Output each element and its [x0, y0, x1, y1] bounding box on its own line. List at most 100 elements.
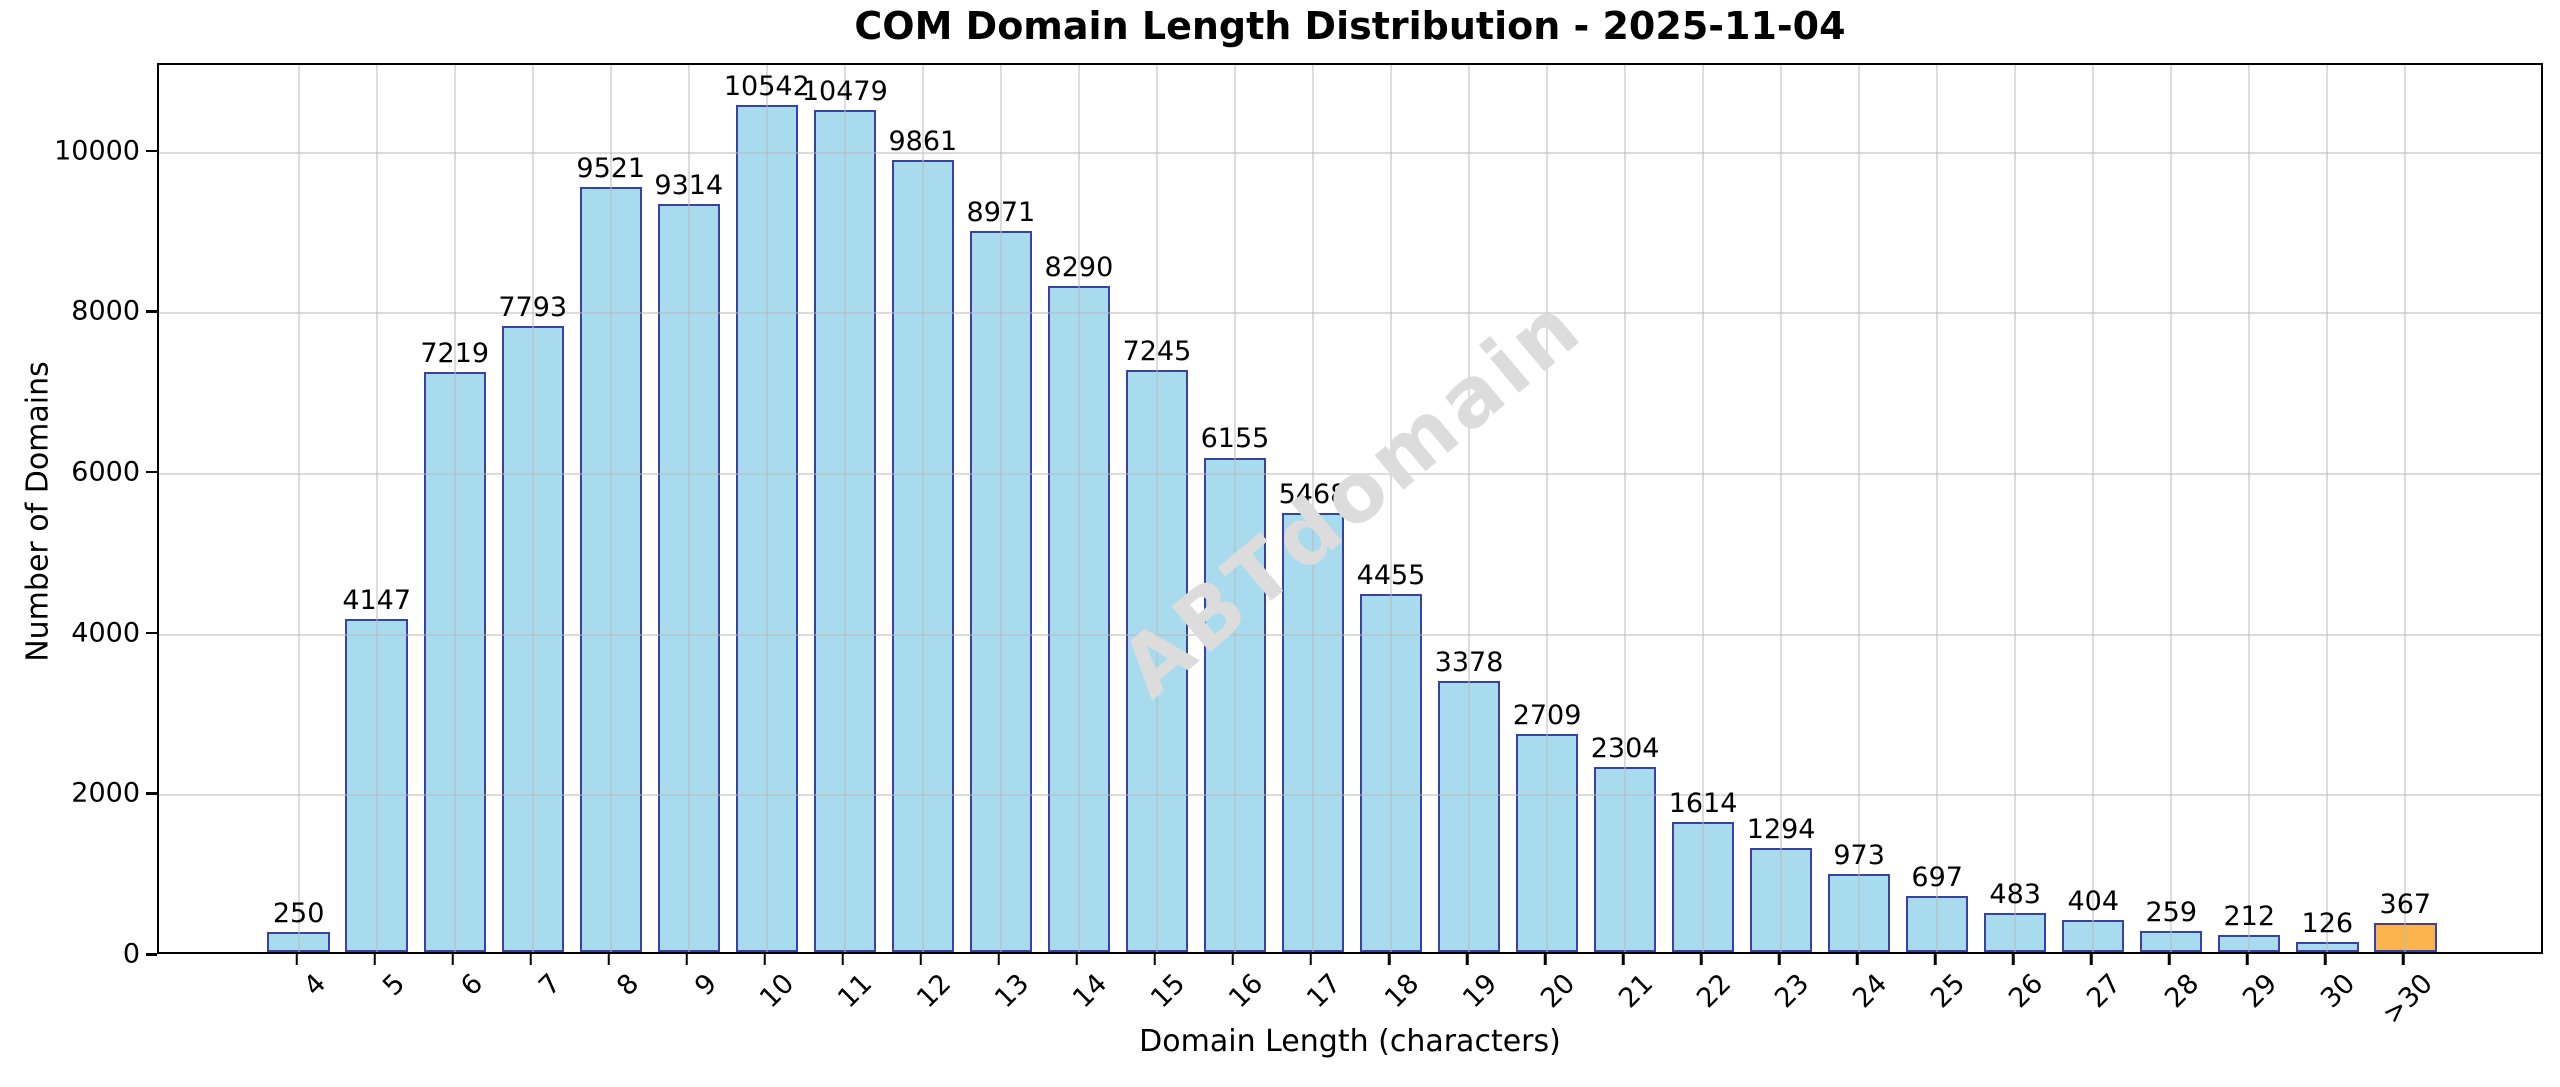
x-tick-label: 12 [910, 968, 957, 1015]
vertical-gridline [1702, 65, 1705, 952]
y-tick-mark [146, 149, 157, 153]
y-tick-mark [146, 792, 157, 795]
horizontal-gridline [159, 312, 2541, 315]
x-tick-mark [997, 954, 1001, 965]
x-tick-label: 26 [2002, 968, 2050, 1015]
bar-value-label: 3378 [1434, 646, 1504, 678]
x-tick-mark [2011, 954, 2015, 965]
x-tick-label: 27 [2080, 968, 2128, 1015]
bar-value-label: 10542 [723, 71, 810, 103]
vertical-gridline [2092, 65, 2095, 952]
bar-value-label: 2709 [1512, 700, 1582, 732]
x-tick-mark [2324, 954, 2327, 965]
x-tick-mark [1309, 954, 1313, 965]
x-tick-label: 14 [1066, 968, 1113, 1015]
vertical-gridline [2248, 65, 2251, 952]
vertical-gridline [2014, 65, 2017, 952]
x-tick-label: 23 [1768, 968, 1816, 1015]
x-tick-label: 25 [1924, 968, 1972, 1015]
bar-value-label: 9521 [576, 153, 646, 185]
x-tick-mark [763, 954, 767, 965]
bar-value-label: 7219 [420, 338, 490, 369]
x-tick-mark [2402, 954, 2405, 965]
x-tick-label: 16 [1222, 968, 1269, 1015]
y-tick-label: 0 [122, 938, 140, 970]
x-tick-mark [1543, 954, 1547, 965]
x-tick-mark [2168, 954, 2171, 965]
x-tick-mark [841, 954, 845, 965]
x-tick-mark [529, 954, 532, 965]
bar-value-label: 4455 [1356, 560, 1426, 592]
vertical-gridline [1155, 65, 1158, 952]
bar-value-label: 9314 [654, 169, 724, 201]
y-tick-mark [146, 953, 157, 956]
x-tick-label: 24 [1846, 968, 1894, 1015]
x-tick-label: 18 [1378, 968, 1425, 1015]
x-tick-label: 4 [298, 968, 333, 1003]
x-tick-label: 8 [610, 968, 645, 1003]
y-tick-label: 2000 [71, 777, 140, 809]
vertical-gridline [1780, 65, 1783, 952]
horizontal-gridline [159, 472, 2541, 475]
x-tick-mark [295, 954, 298, 965]
vertical-gridline [687, 65, 690, 952]
x-tick-mark [607, 954, 610, 965]
x-tick-mark [1699, 954, 1703, 965]
bar-value-label: 10479 [801, 76, 888, 108]
x-tick-mark [451, 954, 454, 965]
x-tick-label: 11 [832, 968, 879, 1015]
bar-value-label: 2304 [1590, 732, 1660, 764]
plot-area: 250 4147 7219 7793 9521 9314 10542 10479 9861 897… [157, 63, 2543, 954]
x-tick-mark [1075, 954, 1079, 965]
bar-value-label: 367 [2379, 888, 2432, 920]
x-tick-label: 17 [1300, 968, 1347, 1015]
vertical-gridline [2170, 65, 2173, 952]
vertical-gridline [1936, 65, 1939, 952]
bar-value-label: 9861 [888, 125, 958, 157]
vertical-gridline [1233, 65, 1236, 952]
x-tick-mark [1933, 954, 1937, 965]
x-tick-mark [1855, 954, 1859, 965]
x-tick-label: 10 [754, 968, 801, 1015]
x-tick-label: >30 [2377, 968, 2440, 1031]
horizontal-gridline [159, 794, 2541, 797]
x-tick-label: 30 [2315, 968, 2362, 1015]
x-tick-label: 6 [454, 968, 489, 1003]
x-tick-mark [1621, 954, 1625, 965]
x-tick-mark [919, 954, 923, 965]
bar-value-label: 1294 [1746, 814, 1816, 846]
y-tick-label: 8000 [71, 295, 140, 327]
x-tick-mark [2246, 954, 2249, 965]
vertical-gridline [1468, 65, 1471, 952]
x-tick-mark [1465, 954, 1469, 965]
x-tick-mark [1153, 954, 1157, 965]
vertical-gridline [1624, 65, 1627, 952]
x-tick-mark [2089, 954, 2093, 965]
vertical-gridline [765, 65, 768, 952]
vertical-gridline [1858, 65, 1861, 952]
x-tick-label: 9 [688, 968, 723, 1003]
y-tick-label: 10000 [54, 135, 140, 167]
x-tick-label: 22 [1690, 968, 1738, 1015]
vertical-gridline [297, 65, 300, 952]
vertical-gridline [1077, 65, 1080, 952]
vertical-gridline [999, 65, 1002, 952]
x-tick-label: 7 [532, 968, 567, 1003]
x-tick-mark [1777, 954, 1781, 965]
x-tick-label: 20 [1534, 968, 1581, 1015]
bar-value-label: 250 [272, 897, 325, 929]
x-tick-label: 5 [376, 968, 411, 1003]
horizontal-gridline [159, 633, 2541, 636]
y-tick-label: 6000 [71, 456, 140, 488]
bar-value-label: 697 [1911, 862, 1963, 893]
vertical-gridline [1390, 65, 1392, 952]
chart-title: COM Domain Length Distribution - 2025-11… [854, 4, 1846, 48]
bar-value-label: 5468 [1278, 478, 1348, 510]
x-tick-label: 28 [2158, 968, 2206, 1015]
bar-value-label: 126 [2301, 907, 2354, 939]
bar-value-label: 6155 [1200, 423, 1270, 455]
bar-value-label: 212 [2223, 900, 2276, 932]
x-tick-mark [1387, 954, 1391, 965]
bar-value-label: 483 [1989, 879, 2041, 911]
vertical-gridline [1546, 65, 1549, 952]
